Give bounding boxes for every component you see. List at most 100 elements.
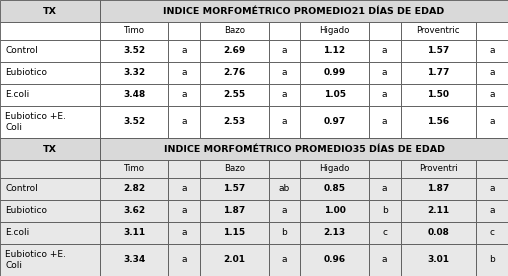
Bar xyxy=(200,106,269,138)
Bar xyxy=(0,39,100,62)
Text: 3.52: 3.52 xyxy=(123,46,145,55)
Text: 3.48: 3.48 xyxy=(123,90,145,99)
Text: 2.01: 2.01 xyxy=(224,255,245,264)
Text: b: b xyxy=(281,228,288,237)
Bar xyxy=(369,84,401,106)
Text: INDICE MORFOMÉTRICO PROMEDIO35 DÍAS DE EDAD: INDICE MORFOMÉTRICO PROMEDIO35 DÍAS DE E… xyxy=(164,145,444,153)
Text: a: a xyxy=(382,255,388,264)
Bar xyxy=(100,39,168,62)
Text: a: a xyxy=(181,46,187,55)
Text: 2.55: 2.55 xyxy=(224,90,245,99)
Bar xyxy=(100,22,168,39)
Text: a: a xyxy=(181,184,187,193)
Text: 1.87: 1.87 xyxy=(224,206,245,215)
Text: ab: ab xyxy=(279,184,290,193)
Text: a: a xyxy=(489,90,495,99)
Bar xyxy=(269,200,300,222)
Bar xyxy=(100,160,168,177)
Text: Control: Control xyxy=(5,46,38,55)
Text: a: a xyxy=(181,206,187,215)
Bar xyxy=(369,244,401,276)
Bar xyxy=(476,39,508,62)
Text: c: c xyxy=(490,228,494,237)
Bar xyxy=(0,0,100,22)
Text: 1.56: 1.56 xyxy=(427,117,450,126)
Bar xyxy=(369,200,401,222)
Bar xyxy=(401,39,476,62)
Text: Proventric: Proventric xyxy=(417,26,460,35)
Bar xyxy=(0,177,100,200)
Bar xyxy=(369,22,401,39)
Bar xyxy=(401,200,476,222)
Bar xyxy=(200,222,269,244)
Bar xyxy=(269,84,300,106)
Text: Timo: Timo xyxy=(124,26,145,35)
Bar xyxy=(300,244,369,276)
Bar xyxy=(369,39,401,62)
Bar xyxy=(369,177,401,200)
Bar xyxy=(476,160,508,177)
Text: 1.57: 1.57 xyxy=(427,46,450,55)
Bar xyxy=(0,200,100,222)
Bar xyxy=(100,138,508,160)
Bar xyxy=(0,62,100,84)
Bar xyxy=(369,160,401,177)
Text: 0.85: 0.85 xyxy=(324,184,345,193)
Text: a: a xyxy=(181,255,187,264)
Bar xyxy=(0,84,100,106)
Bar xyxy=(300,62,369,84)
Text: 1.87: 1.87 xyxy=(427,184,450,193)
Text: 2.11: 2.11 xyxy=(427,206,450,215)
Bar xyxy=(200,244,269,276)
Bar xyxy=(401,244,476,276)
Bar xyxy=(476,222,508,244)
Bar xyxy=(476,62,508,84)
Bar xyxy=(168,200,200,222)
Text: b: b xyxy=(382,206,388,215)
Bar xyxy=(300,106,369,138)
Text: Eubiotico +E.
Coli: Eubiotico +E. Coli xyxy=(5,250,66,270)
Text: E.coli: E.coli xyxy=(5,228,29,237)
Text: a: a xyxy=(282,68,287,77)
Bar xyxy=(100,0,508,22)
Bar xyxy=(100,84,168,106)
Text: 2.82: 2.82 xyxy=(123,184,145,193)
Bar xyxy=(100,244,168,276)
Bar xyxy=(369,62,401,84)
Bar xyxy=(200,200,269,222)
Text: INDICE MORFOMÉTRICO PROMEDIO21 DÍAS DE EDAD: INDICE MORFOMÉTRICO PROMEDIO21 DÍAS DE E… xyxy=(164,7,444,15)
Text: a: a xyxy=(282,206,287,215)
Bar xyxy=(269,106,300,138)
Bar xyxy=(269,160,300,177)
Text: 1.77: 1.77 xyxy=(427,68,450,77)
Text: 3.62: 3.62 xyxy=(123,206,145,215)
Bar xyxy=(100,106,168,138)
Text: 2.53: 2.53 xyxy=(224,117,245,126)
Text: 3.01: 3.01 xyxy=(427,255,450,264)
Text: E.coli: E.coli xyxy=(5,90,29,99)
Bar xyxy=(100,200,168,222)
Bar xyxy=(0,22,100,39)
Text: 0.97: 0.97 xyxy=(324,117,345,126)
Text: Control: Control xyxy=(5,184,38,193)
Bar xyxy=(401,106,476,138)
Bar xyxy=(200,160,269,177)
Bar xyxy=(100,177,168,200)
Text: 0.96: 0.96 xyxy=(324,255,345,264)
Bar xyxy=(0,222,100,244)
Text: 2.76: 2.76 xyxy=(224,68,245,77)
Bar xyxy=(476,22,508,39)
Text: c: c xyxy=(382,228,387,237)
Text: 1.50: 1.50 xyxy=(427,90,450,99)
Bar xyxy=(300,160,369,177)
Text: a: a xyxy=(181,117,187,126)
Text: a: a xyxy=(489,206,495,215)
Text: a: a xyxy=(282,255,287,264)
Bar xyxy=(300,84,369,106)
Text: a: a xyxy=(382,184,388,193)
Text: Proventri: Proventri xyxy=(419,164,458,173)
Bar xyxy=(476,244,508,276)
Text: Eubiotico: Eubiotico xyxy=(5,206,47,215)
Text: 3.52: 3.52 xyxy=(123,117,145,126)
Text: 0.99: 0.99 xyxy=(324,68,345,77)
